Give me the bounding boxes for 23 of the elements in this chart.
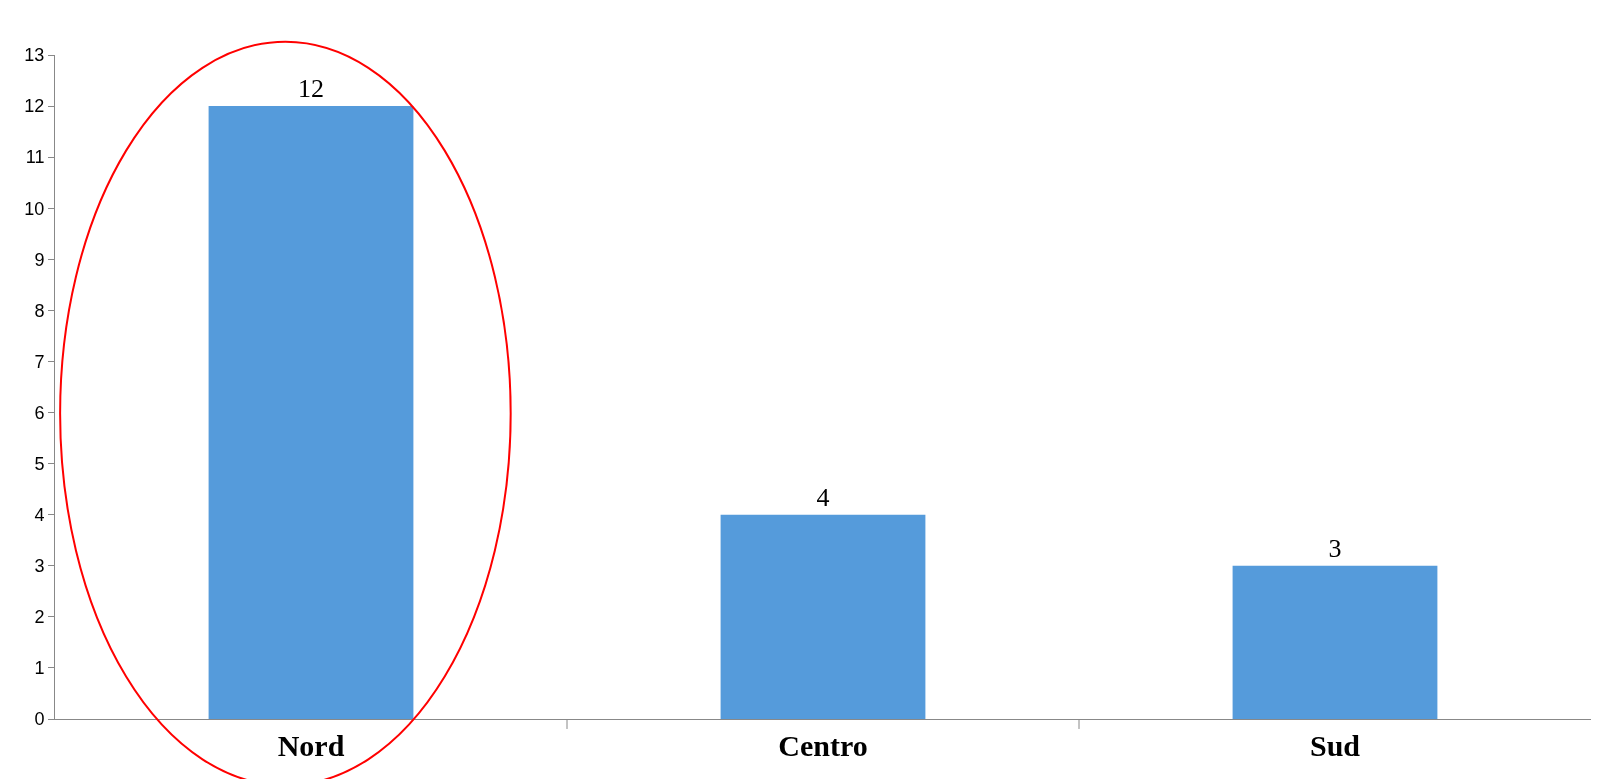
y-tick-label: 4 (34, 504, 45, 525)
y-tick-label: 13 (24, 45, 45, 66)
bar (1232, 565, 1438, 719)
data-label: 12 (298, 74, 324, 104)
bar (208, 106, 414, 719)
y-tick-label: 8 (34, 300, 45, 321)
y-tick-label: 3 (34, 556, 45, 577)
x-tick-label: Centro (778, 729, 868, 762)
data-label: 4 (816, 482, 830, 512)
y-tick-label: 5 (34, 453, 45, 474)
y-tick-label: 9 (34, 249, 45, 270)
x-tick-label: Sud (1309, 729, 1361, 762)
y-tick-label: 2 (34, 607, 45, 628)
y-tick-label: 7 (34, 351, 45, 372)
y-tick-label: 11 (25, 147, 45, 168)
x-tick-label: Nord (277, 729, 345, 762)
y-tick-label: 1 (34, 658, 45, 679)
y-tick-label: 6 (34, 402, 45, 423)
y-tick-label: 10 (24, 198, 45, 219)
bar (720, 514, 926, 719)
y-tick-label: 0 (34, 709, 45, 730)
data-label: 3 (1328, 533, 1342, 563)
y-tick-label: 12 (24, 96, 45, 117)
